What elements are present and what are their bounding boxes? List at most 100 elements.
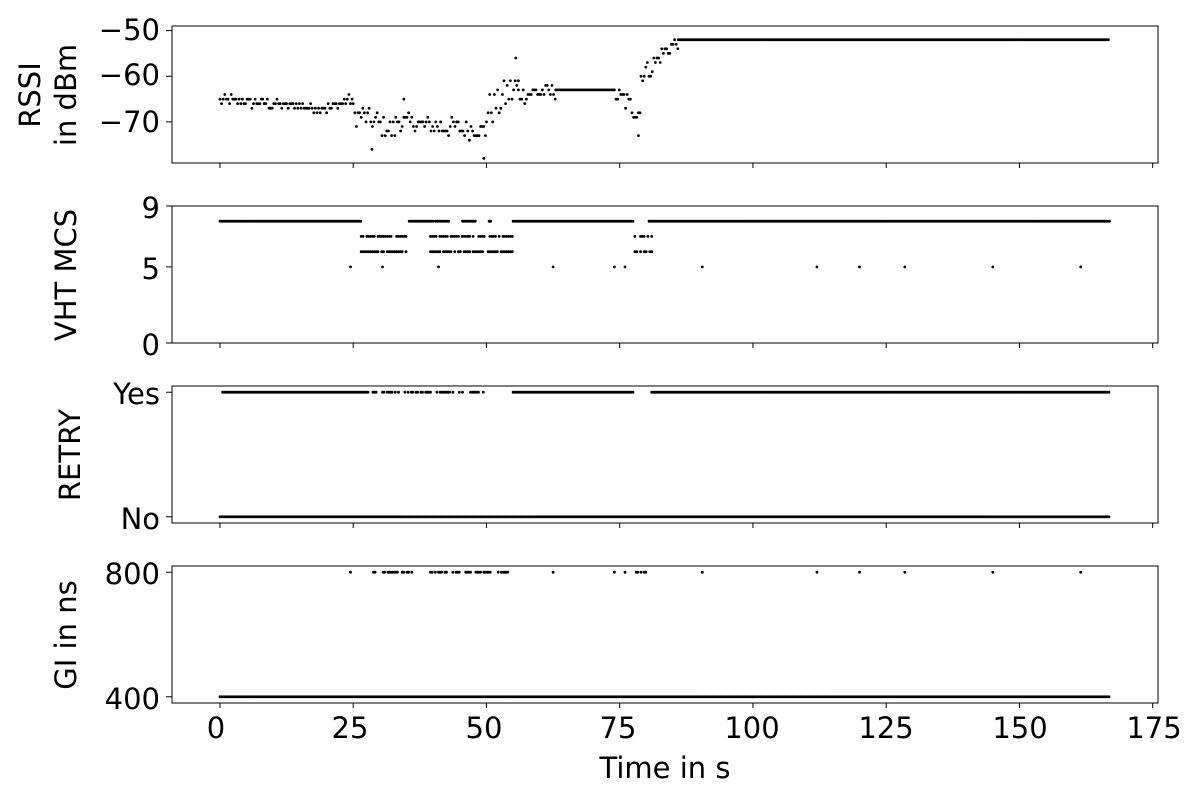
rssi-point [382, 115, 385, 119]
rssi-point [625, 93, 629, 96]
retry-plot-frame [171, 385, 1159, 524]
rssi-point [512, 88, 515, 92]
gi-point [457, 570, 461, 574]
retry-ytick-label: Yes [112, 377, 160, 411]
rssi-point [244, 102, 248, 105]
rssi-point [298, 102, 301, 105]
rssi-point [463, 134, 466, 138]
mcs-point [494, 235, 497, 238]
rssi-point [514, 56, 518, 60]
rssi-point [642, 74, 646, 78]
rssi-point [466, 129, 470, 133]
rssi-point [638, 111, 642, 115]
retry-point [421, 390, 424, 394]
rssi-point [652, 56, 656, 60]
rssi-point [294, 102, 298, 105]
rssi-point [307, 106, 311, 110]
rssi-point [471, 129, 474, 133]
rssi-point [630, 111, 634, 115]
rssi-point [278, 102, 282, 105]
mcs-point [639, 250, 642, 254]
mcs-point [361, 235, 365, 238]
mcs-point [613, 265, 616, 269]
rssi-point [380, 134, 384, 138]
mcs-point [447, 219, 450, 223]
rssi-point [521, 88, 525, 92]
gi-point [496, 570, 500, 574]
mcs-point [458, 250, 462, 254]
rssi-point [553, 97, 557, 101]
rssi-point [437, 129, 441, 133]
rssi-point [662, 52, 665, 55]
xtick-label: 150 [992, 711, 1047, 745]
retry-ylabel: RETRY [53, 409, 87, 501]
rssi-point [383, 134, 387, 138]
mcs-point [551, 265, 555, 269]
gi-point [430, 570, 434, 574]
retry-point [461, 390, 464, 394]
gi-points [218, 570, 1111, 699]
rssi-point [350, 97, 354, 101]
rssi-point [436, 125, 439, 128]
mcs-point [644, 250, 648, 254]
rssi-point [390, 134, 393, 138]
rssi-point [285, 102, 288, 105]
rssi-points [218, 38, 1110, 160]
rssi-point [364, 120, 368, 124]
mcs-point [642, 235, 646, 238]
rssi-point [387, 129, 390, 133]
mcs-point [646, 235, 650, 238]
rssi-ytick-label: −50 [99, 13, 160, 47]
mcs-point [437, 265, 440, 269]
rssi-point [529, 93, 533, 96]
gi-point [479, 570, 482, 574]
rssi-point [641, 79, 644, 83]
rssi-point [399, 129, 402, 133]
mcs-point [650, 250, 654, 254]
x-axis: 0 25 50 75 100 125 150 175 Time in s [207, 711, 1182, 785]
mcs-point [481, 250, 484, 254]
retry-points [218, 390, 1111, 519]
xtick-label: 175 [1126, 711, 1181, 745]
rssi-point [336, 106, 340, 110]
rssi-point [270, 106, 274, 110]
rssi-point [358, 111, 361, 115]
rssi-point [415, 125, 418, 128]
rssi-point [421, 120, 425, 124]
gi-yticks [166, 571, 172, 698]
gi-plot-frame [171, 565, 1159, 704]
rssi-point [502, 79, 506, 83]
mcs-point [497, 235, 501, 238]
rssi-point [464, 120, 468, 124]
rssi-point [349, 102, 352, 105]
rssi-point [469, 125, 473, 128]
rssi-point [423, 125, 426, 128]
rssi-point [515, 84, 519, 87]
gi-ylabel: GI in ns [49, 580, 83, 689]
rssi-point [299, 106, 303, 110]
gi-point [815, 570, 819, 574]
rssi-point [510, 97, 514, 101]
mcs-point [468, 235, 472, 238]
rssi-point [439, 120, 442, 124]
rssi-point [325, 111, 328, 115]
rssi-point [549, 93, 552, 96]
rssi-point [261, 97, 264, 101]
mcs-point [400, 250, 404, 254]
rssi-point [286, 106, 290, 110]
rssi-point [505, 84, 509, 87]
rssi-point [220, 102, 224, 105]
rssi-point [315, 111, 319, 115]
rssi-point [234, 97, 238, 101]
rssi-point [330, 106, 333, 110]
rssi-point [405, 115, 409, 119]
mcs-point [457, 235, 460, 238]
rssi-point [218, 97, 222, 101]
panel-mcs: VHT MCS 9 5 0 [49, 191, 1159, 362]
rssi-point [400, 125, 404, 128]
xtick-label: 100 [724, 711, 779, 745]
retry-xticks [219, 523, 1154, 528]
rssi-point [394, 115, 398, 119]
rssi-point [393, 134, 397, 138]
mcs-plot-frame [171, 205, 1159, 344]
